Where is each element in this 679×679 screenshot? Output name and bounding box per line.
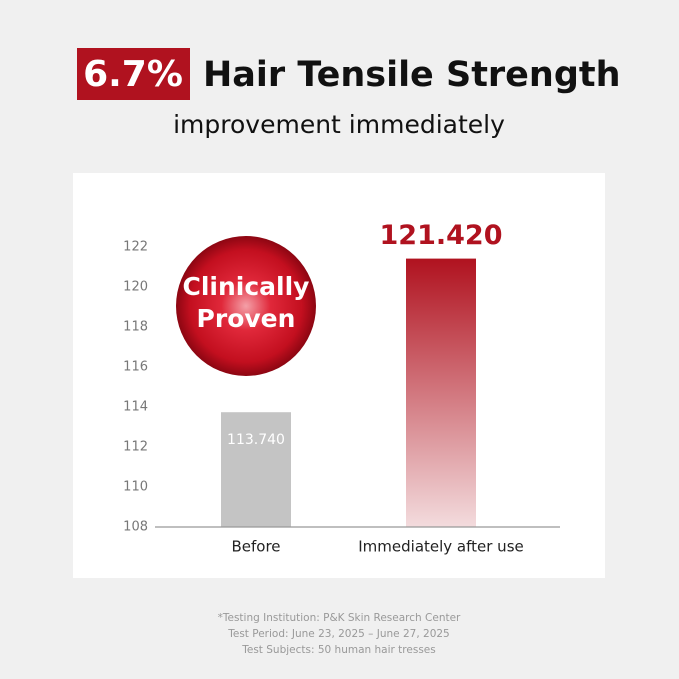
chart-title: Hair Tensile Strength <box>203 55 621 95</box>
x-tick-label: Immediately after use <box>358 538 523 556</box>
footnote: *Testing Institution: P&K Skin Research … <box>218 612 461 624</box>
y-tick-label: 118 <box>123 320 148 335</box>
value-label: 121.420 <box>380 220 503 251</box>
y-tick-label: 120 <box>123 280 148 295</box>
y-tick-label: 116 <box>123 360 148 375</box>
y-tick-label: 114 <box>123 400 148 415</box>
subtitle: improvement immediately <box>173 110 505 139</box>
y-tick-label: 110 <box>123 480 148 495</box>
y-tick-label: 112 <box>123 440 148 455</box>
plot: 108 110 112 114 116 118 120 122 113.740 Before 121… <box>123 220 560 656</box>
footnote: Test Period: June 23, 2025 – June 27, 20… <box>227 628 449 640</box>
highlight-box <box>77 48 190 100</box>
highlight: 6.7% <box>83 54 183 95</box>
bar <box>221 412 291 527</box>
chart-panel <box>73 173 605 578</box>
y-tick-label: 108 <box>123 520 148 535</box>
footnote: Test Subjects: 50 human hair tresses <box>241 644 435 656</box>
badge-text: Clinically <box>183 272 310 301</box>
badge <box>176 236 316 376</box>
value-label: 113.740 <box>227 432 285 448</box>
badge-text: Proven <box>197 304 296 333</box>
x-tick-label: Before <box>231 538 280 556</box>
y-tick-label: 122 <box>123 240 148 255</box>
bar <box>406 258 476 527</box>
